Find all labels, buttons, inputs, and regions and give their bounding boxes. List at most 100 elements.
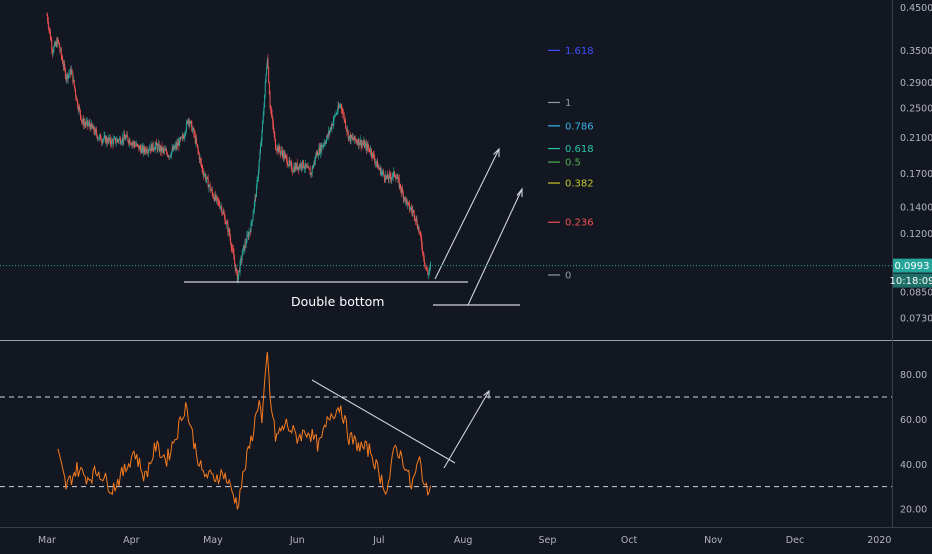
- candle-body: [174, 146, 176, 149]
- candle-body: [72, 72, 74, 82]
- candle-body: [56, 42, 58, 47]
- candle-body: [428, 270, 430, 275]
- candle-body: [79, 107, 81, 110]
- candle-body: [157, 145, 159, 150]
- candle-body: [299, 165, 301, 168]
- candle-body: [81, 120, 83, 121]
- candle-body: [306, 166, 308, 168]
- candle-body: [94, 129, 96, 134]
- candle-body: [352, 137, 354, 140]
- candle-body: [420, 233, 422, 240]
- candle-body: [283, 152, 285, 158]
- candle-body: [182, 135, 184, 138]
- fib-level-label: 0: [565, 270, 571, 281]
- candle-body: [151, 144, 153, 151]
- candle-body: [284, 154, 286, 158]
- candle-body: [123, 134, 125, 142]
- candle-body: [247, 234, 249, 238]
- current-price-badge[interactable]: 0.0993: [893, 258, 932, 273]
- candle-body: [60, 49, 62, 56]
- candle-body: [134, 145, 136, 147]
- candle-body: [400, 189, 402, 193]
- drawings-rsi[interactable]: [311, 379, 490, 469]
- candle-body: [315, 155, 317, 157]
- candle-body: [305, 163, 307, 167]
- fibonacci-retracement[interactable]: 1.618 1 0.786 0.618 0.5 0.382 0.236 0: [548, 46, 594, 282]
- candle-body: [279, 150, 281, 154]
- rsi-downtrend-line[interactable]: [311, 379, 456, 464]
- candle-body: [365, 143, 367, 145]
- candle-body: [350, 135, 352, 142]
- candle-body: [298, 165, 300, 170]
- candle-body: [109, 137, 111, 141]
- candle-body: [404, 197, 406, 201]
- candle-body: [228, 228, 230, 232]
- candle-body: [212, 193, 214, 198]
- candle-body: [348, 136, 350, 139]
- candle-body: [403, 197, 405, 199]
- candle-body: [393, 171, 395, 176]
- candle-body: [64, 64, 66, 69]
- candle-body: [294, 167, 296, 172]
- candle-body: [375, 162, 377, 164]
- candle-body: [180, 136, 182, 139]
- candle-body: [393, 171, 395, 173]
- candle-body: [266, 67, 268, 75]
- candle-body: [120, 142, 122, 144]
- candle-body: [238, 270, 240, 276]
- candle-body: [62, 59, 64, 64]
- rsi-projection-arrow[interactable]: [443, 390, 490, 469]
- projection-arrow-1[interactable]: [434, 148, 500, 280]
- candle-body: [360, 140, 362, 147]
- candle-body: [219, 205, 221, 209]
- candle-body: [208, 185, 210, 188]
- candle-body: [262, 115, 264, 122]
- rsi-axis[interactable]: 80.00 60.00 40.00 20.00: [900, 370, 927, 515]
- candle-body: [234, 263, 236, 271]
- candle-body: [399, 184, 401, 188]
- candle-body: [419, 231, 421, 234]
- candle-body: [265, 74, 267, 83]
- candle-body: [209, 184, 211, 191]
- price-tick-label: 0.2500: [900, 103, 932, 114]
- time-axis[interactable]: Mar Apr May Jun Jul Aug Sep Oct Nov Dec 2020: [38, 535, 891, 546]
- candle-body: [184, 134, 186, 136]
- price-axis[interactable]: 0.4500 0.3500 0.2900 0.2500 0.2100 0.1700 0.14…: [900, 3, 932, 325]
- candle-body: [288, 160, 290, 166]
- candle-body: [185, 130, 187, 135]
- candle-body: [251, 221, 253, 224]
- candle-body: [416, 219, 418, 226]
- rsi-tick-label: 80.00: [900, 370, 927, 381]
- candle-body: [106, 138, 108, 142]
- candle-body: [336, 111, 338, 114]
- candle-body: [313, 160, 315, 165]
- candle-body: [119, 138, 121, 140]
- candle-body: [210, 190, 212, 191]
- candle-body: [247, 234, 249, 236]
- projection-arrow-2[interactable]: [467, 188, 523, 306]
- candle-body: [264, 82, 266, 95]
- candle-body: [347, 130, 349, 132]
- candle-body: [138, 146, 140, 150]
- candle-body: [322, 145, 324, 147]
- candle-body: [312, 167, 314, 169]
- candle-body: [267, 59, 269, 68]
- candle-body: [338, 105, 340, 108]
- candle-body: [90, 125, 92, 130]
- candle-body: [177, 142, 179, 146]
- candle-body: [88, 123, 90, 125]
- candle-body: [256, 179, 258, 186]
- candle-body: [165, 150, 167, 152]
- drawings-price[interactable]: Double bottom: [184, 147, 523, 309]
- candle-body: [153, 148, 155, 150]
- candle-body: [331, 124, 333, 129]
- candle-body: [303, 167, 305, 169]
- candle-body: [261, 130, 263, 142]
- candle-body: [387, 175, 389, 179]
- candle-body: [230, 243, 232, 249]
- candle-body: [358, 139, 360, 145]
- candle-body: [373, 154, 375, 159]
- candle-body: [206, 176, 208, 179]
